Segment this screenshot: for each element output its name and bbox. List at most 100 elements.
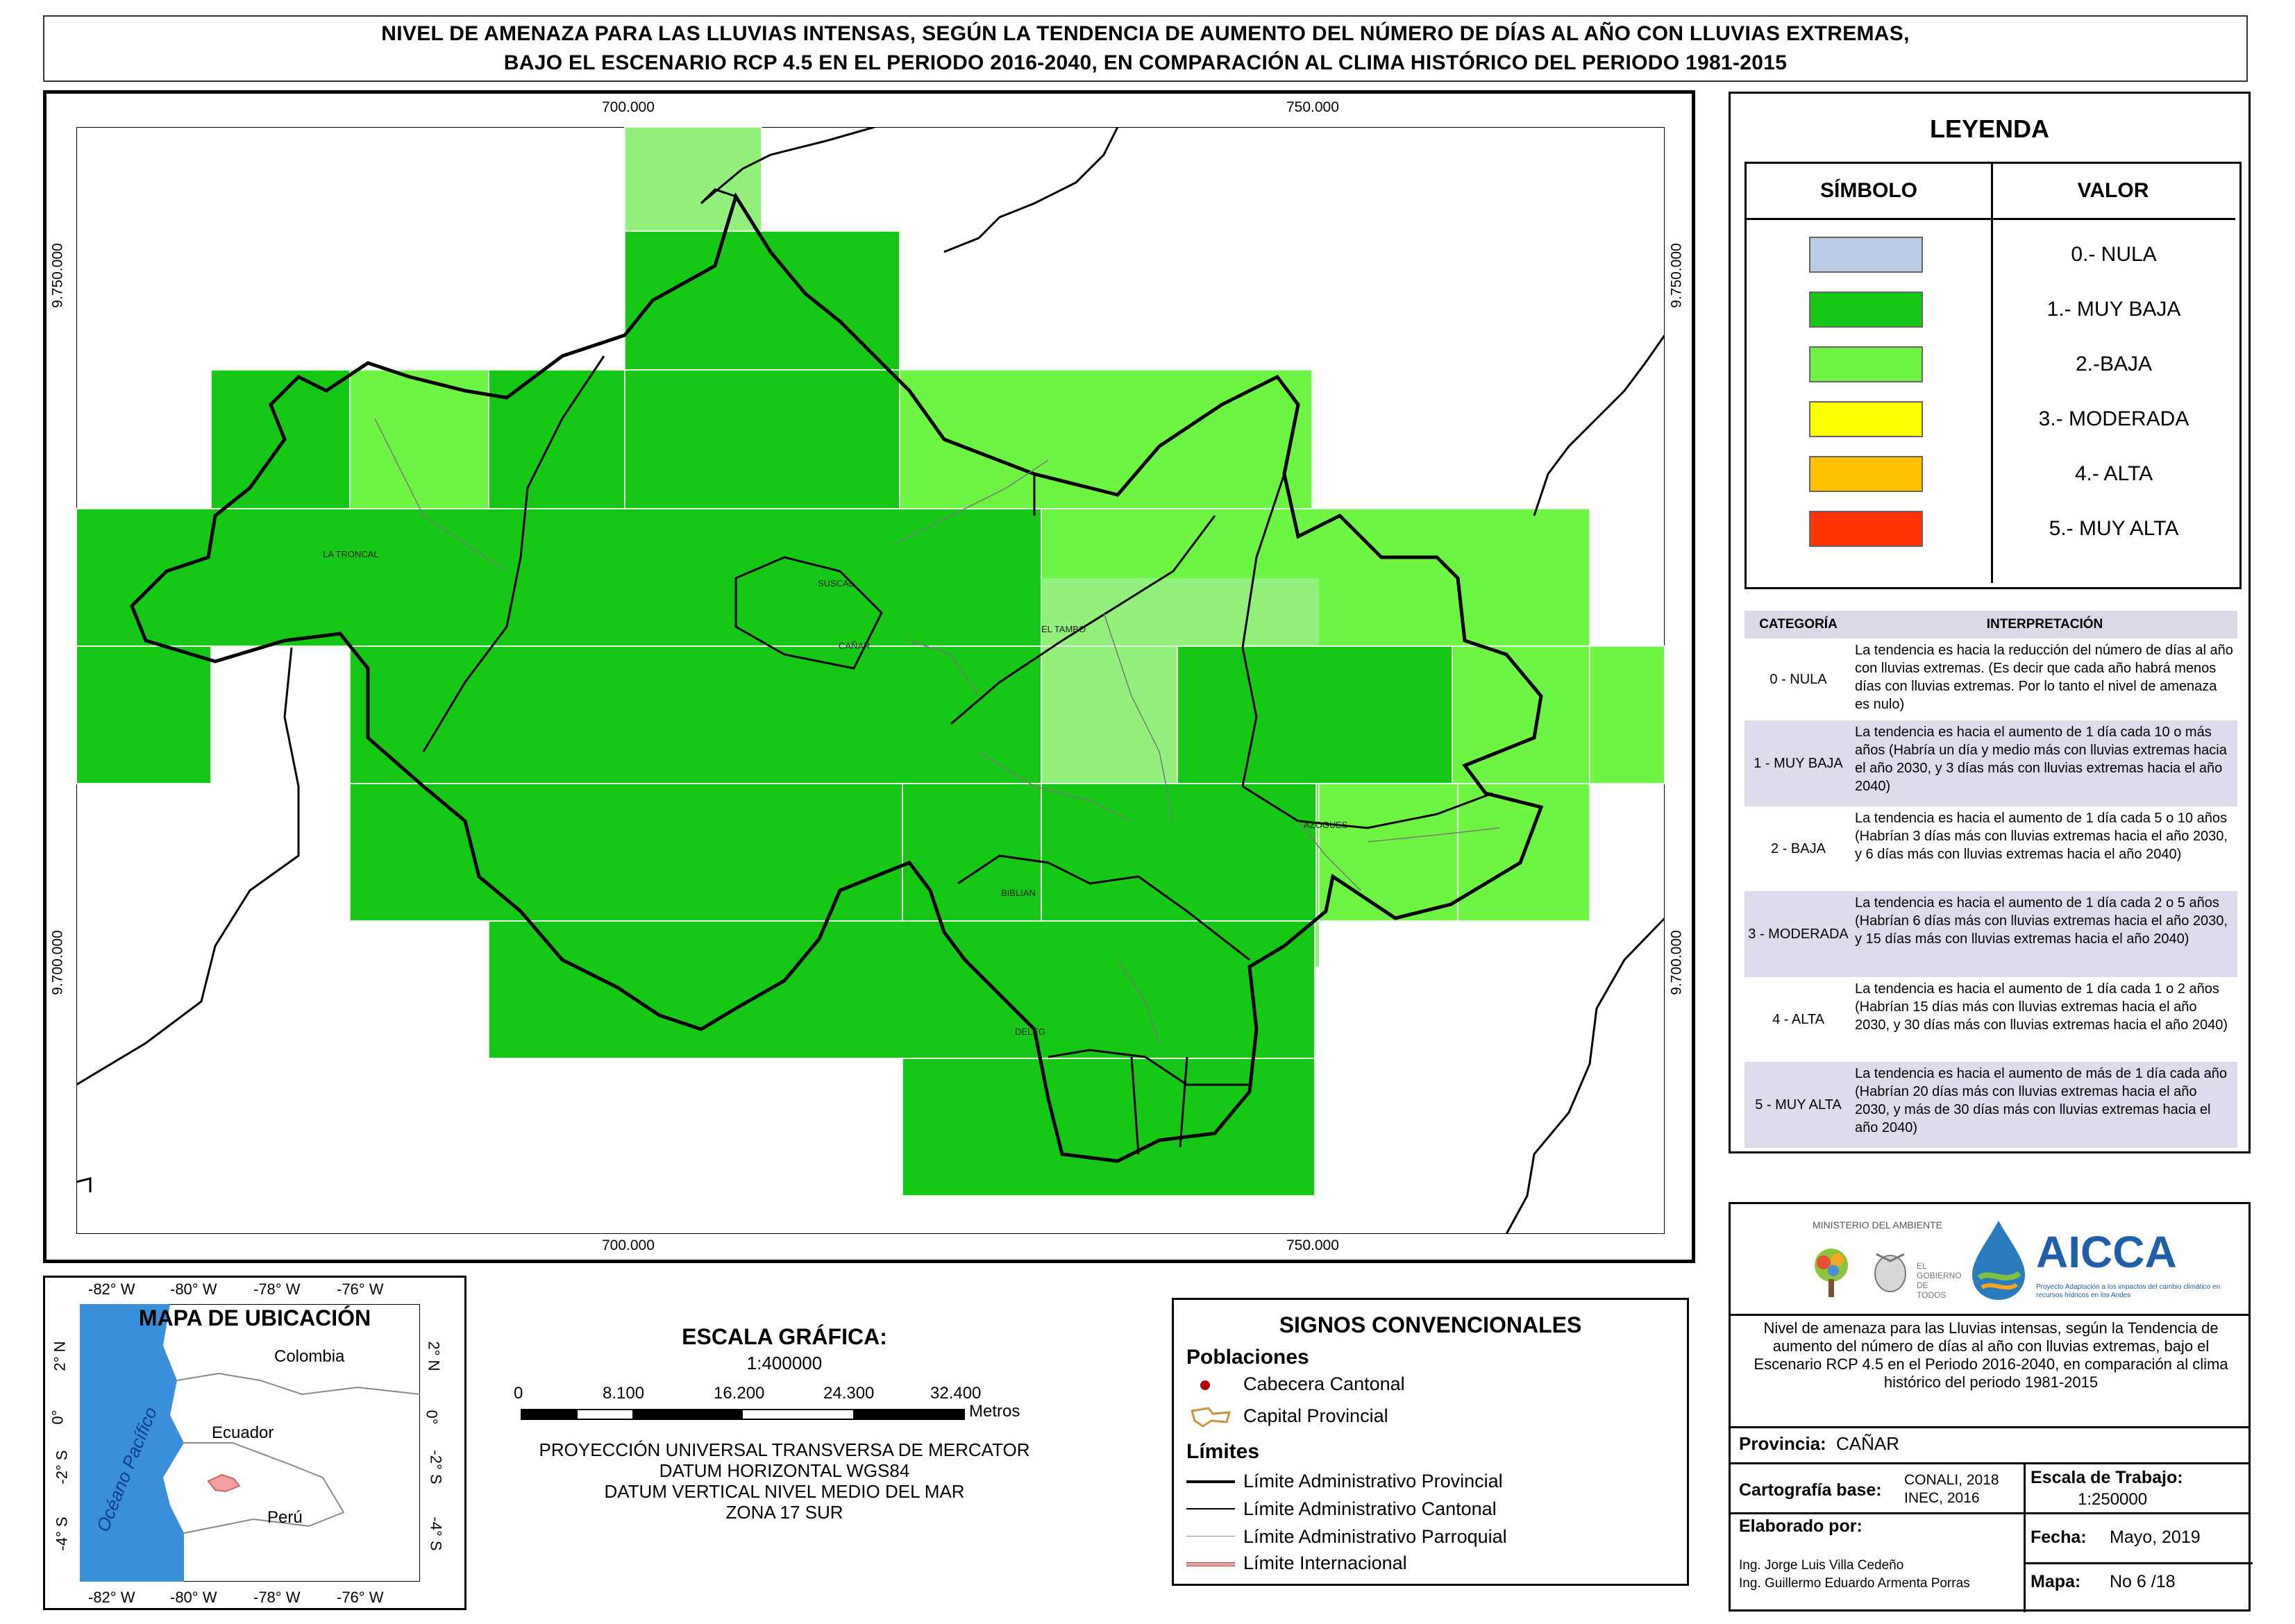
canar-province-shape	[207, 1473, 241, 1493]
interp-text: La tendencia es hacia el aumento de 1 dí…	[1855, 895, 2228, 947]
signs-cabecera-label: Cabecera Cantonal	[1243, 1373, 1405, 1394]
legend-row-muy-baja: 1.- MUY BAJA	[1747, 282, 2239, 337]
interp-head-interpretation: INTERPRETACIÓN	[1986, 617, 2103, 632]
interp-row-moderada: 3 - MODERADA La tendencia es hacia el au…	[1745, 891, 2237, 977]
interp-row-baja: 2 - BAJA La tendencia es hacia el aument…	[1745, 806, 2237, 891]
signs-lim-parr-label: Límite Administrativo Parroquial	[1243, 1526, 1507, 1547]
provincia-value: CAÑAR	[1836, 1433, 1900, 1454]
provincia-label: Provincia:	[1739, 1433, 1826, 1454]
signs-poblaciones-heading: Poblaciones	[1186, 1346, 1309, 1369]
cartografia-value-2: INEC, 2016	[1904, 1490, 1980, 1506]
capital-provincial-icon	[1191, 1407, 1231, 1428]
ecuador-coat-of-arms-icon	[1874, 1253, 1906, 1292]
interp-cat: 5 - MUY ALTA	[1755, 1097, 1842, 1113]
scale-bar: 0 8.100 16.200 24.300 32.400 Metros	[479, 1384, 1090, 1432]
interp-cat: 4 - ALTA	[1772, 1012, 1824, 1027]
inset-lat-tick-left: 2° N	[51, 1341, 69, 1371]
cartografia-label: Cartografía base:	[1739, 1480, 1882, 1500]
interp-head-category: CATEGORÍA	[1759, 617, 1838, 632]
interp-text: La tendencia es hacia el aumento de 1 dí…	[1855, 981, 2228, 1033]
fecha-value: Mayo, 2019	[2110, 1528, 2201, 1547]
signs-lim-cant-label: Límite Administrativo Cantonal	[1243, 1498, 1497, 1519]
parish-limit-line-icon	[1186, 1536, 1235, 1537]
scale-bar-segments	[521, 1409, 965, 1420]
interp-row-nula: 0 - NULA La tendencia es hacia la reducc…	[1745, 638, 2237, 720]
legend-swatch-muy-baja	[1809, 291, 1923, 328]
y-tick-left-9700000: 9.700.000	[49, 930, 66, 995]
x-tick-bottom-750000: 750.000	[1286, 1237, 1339, 1253]
elaborado-label: Elaborado por:	[1739, 1516, 1863, 1536]
scale-tick-label: 32.400	[930, 1384, 982, 1403]
map-title-line-1: NIVEL DE AMENAZA PARA LAS LLUVIAS INTENS…	[381, 22, 1910, 45]
mapa-value: No 6 /18	[2110, 1572, 2176, 1591]
place-label-el-tambo: EL TAMBO	[1041, 624, 1086, 634]
legend-label-moderada: 3.- MODERADA	[2038, 407, 2189, 430]
scale-section: ESCALA GRÁFICA: 1:400000 0 8.100 16.200 …	[479, 1319, 1090, 1568]
y-tick-right-9750000: 9.750.000	[1668, 243, 1685, 308]
y-tick-left-9750000: 9.750.000	[49, 243, 66, 308]
escala-trabajo-value: 1:250000	[2078, 1490, 2148, 1509]
inset-title: MAPA DE UBICACIÓN	[138, 1305, 371, 1330]
signs-capital-label: Capital Provincial	[1243, 1405, 1388, 1426]
inset-lon-tick-top: -76° W	[337, 1280, 384, 1298]
scale-ratio: 1:400000	[746, 1353, 823, 1373]
pacific-ocean-shape	[80, 1304, 184, 1582]
autor-2: Ing. Guillermo Eduardo Armenta Porras	[1739, 1576, 1970, 1591]
cantonal-limit-line-icon	[1186, 1508, 1235, 1509]
inset-country-colombia: Colombia	[274, 1347, 345, 1366]
scale-unit: Metros	[969, 1402, 1020, 1421]
legend-swatch-muy-alta	[1809, 511, 1923, 547]
inset-lon-tick-top: -80° W	[170, 1280, 217, 1298]
place-label-deleg: DELEG	[1015, 1026, 1045, 1037]
projection-line-2: DATUM HORIZONTAL WGS84	[659, 1460, 910, 1481]
legend-col-symbol: SÍMBOLO	[1747, 164, 1993, 220]
info-credits-panel: MINISTERIO DEL AMBIENTE EL GOBIERNO DE T…	[1729, 1202, 2253, 1612]
legend-swatch-alta	[1809, 456, 1923, 492]
legend-row-nula: 0.- NULA	[1747, 228, 2239, 282]
province-boundary	[130, 192, 1544, 1163]
scale-tick-label: 0	[514, 1384, 523, 1403]
legend-row-moderada: 3.- MODERADA	[1747, 392, 2239, 446]
location-inset-frame: -82° W -80° W -78° W -76° W -82° W -80° …	[43, 1276, 466, 1610]
inset-lat-tick-left: 0°	[49, 1410, 67, 1425]
signs-lim-prov-label: Límite Administrativo Provincial	[1243, 1471, 1503, 1491]
legend-row-baja: 2.-BAJA	[1747, 337, 2239, 391]
map-title-box: NIVEL DE AMENAZA PARA LAS LLUVIAS INTENS…	[43, 15, 2248, 82]
mapa-label: Mapa:	[2031, 1572, 2081, 1591]
legend-label-muy-baja: 1.- MUY BAJA	[2046, 298, 2181, 321]
inset-lon-tick-bottom: -78° W	[253, 1589, 301, 1606]
conventional-signs-panel: SIGNOS CONVENCIONALES Poblaciones Cabece…	[1172, 1298, 1689, 1586]
cantonal-boundaries	[422, 127, 1493, 1155]
inset-lat-tick-right: -4° S	[427, 1516, 445, 1551]
legend-swatch-baja	[1809, 346, 1923, 382]
parish-boundaries	[374, 418, 1500, 1044]
inset-country-peru: Perú	[267, 1508, 303, 1527]
interpretation-table: CATEGORÍA INTERPRETACIÓN 0 - NULA La ten…	[1745, 611, 2237, 1148]
ministerio-label: MINISTERIO DEL AMBIENTE	[1813, 1219, 1942, 1230]
international-limit-line-icon	[1186, 1562, 1235, 1566]
legend-row-alta: 4.- ALTA	[1747, 447, 2239, 501]
map-description: Nivel de amenaza para las Lluvias intens…	[1754, 1319, 2228, 1391]
place-label-biblian: BIBLIAN	[1001, 888, 1036, 898]
map-canvas: LA TRONCAL SUSCAL EL TAMBO CAÑAR AZOGUES…	[76, 127, 1665, 1234]
projection-line-1: PROYECCIÓN UNIVERSAL TRANSVERSA DE MERCA…	[539, 1439, 1030, 1460]
legend-label-baja: 2.-BAJA	[2075, 353, 2153, 375]
x-tick-bottom-700000: 700.000	[602, 1237, 655, 1253]
scale-title: ESCALA GRÁFICA:	[682, 1324, 887, 1349]
inset-lon-tick-bottom: -76° W	[337, 1589, 384, 1606]
inset-lon-tick-bottom: -80° W	[170, 1589, 217, 1606]
x-tick-top-750000: 750.000	[1286, 99, 1339, 115]
inset-lat-tick-right: 2° N	[425, 1341, 443, 1371]
escala-trabajo-label: Escala de Trabajo:	[2031, 1468, 2183, 1487]
interp-cat: 0 - NULA	[1769, 672, 1827, 687]
aicca-wordmark: AICCA	[2036, 1227, 2177, 1277]
place-label-suscal: SUSCAL	[818, 578, 854, 589]
interpretation-header: CATEGORÍA INTERPRETACIÓN	[1745, 611, 2237, 638]
provincial-limit-line-icon	[1186, 1480, 1235, 1483]
interp-cat: 2 - BAJA	[1771, 841, 1826, 856]
cartografia-value-1: CONALI, 2018	[1904, 1472, 1999, 1488]
projection-line-3: DATUM VERTICAL NIVEL MEDIO DEL MAR	[604, 1481, 965, 1502]
signs-title: SIGNOS CONVENCIONALES	[1279, 1312, 1582, 1337]
interp-text: La tendencia es hacia el aumento de 1 dí…	[1855, 811, 2228, 862]
legend-col-value: VALOR	[1991, 164, 2235, 220]
